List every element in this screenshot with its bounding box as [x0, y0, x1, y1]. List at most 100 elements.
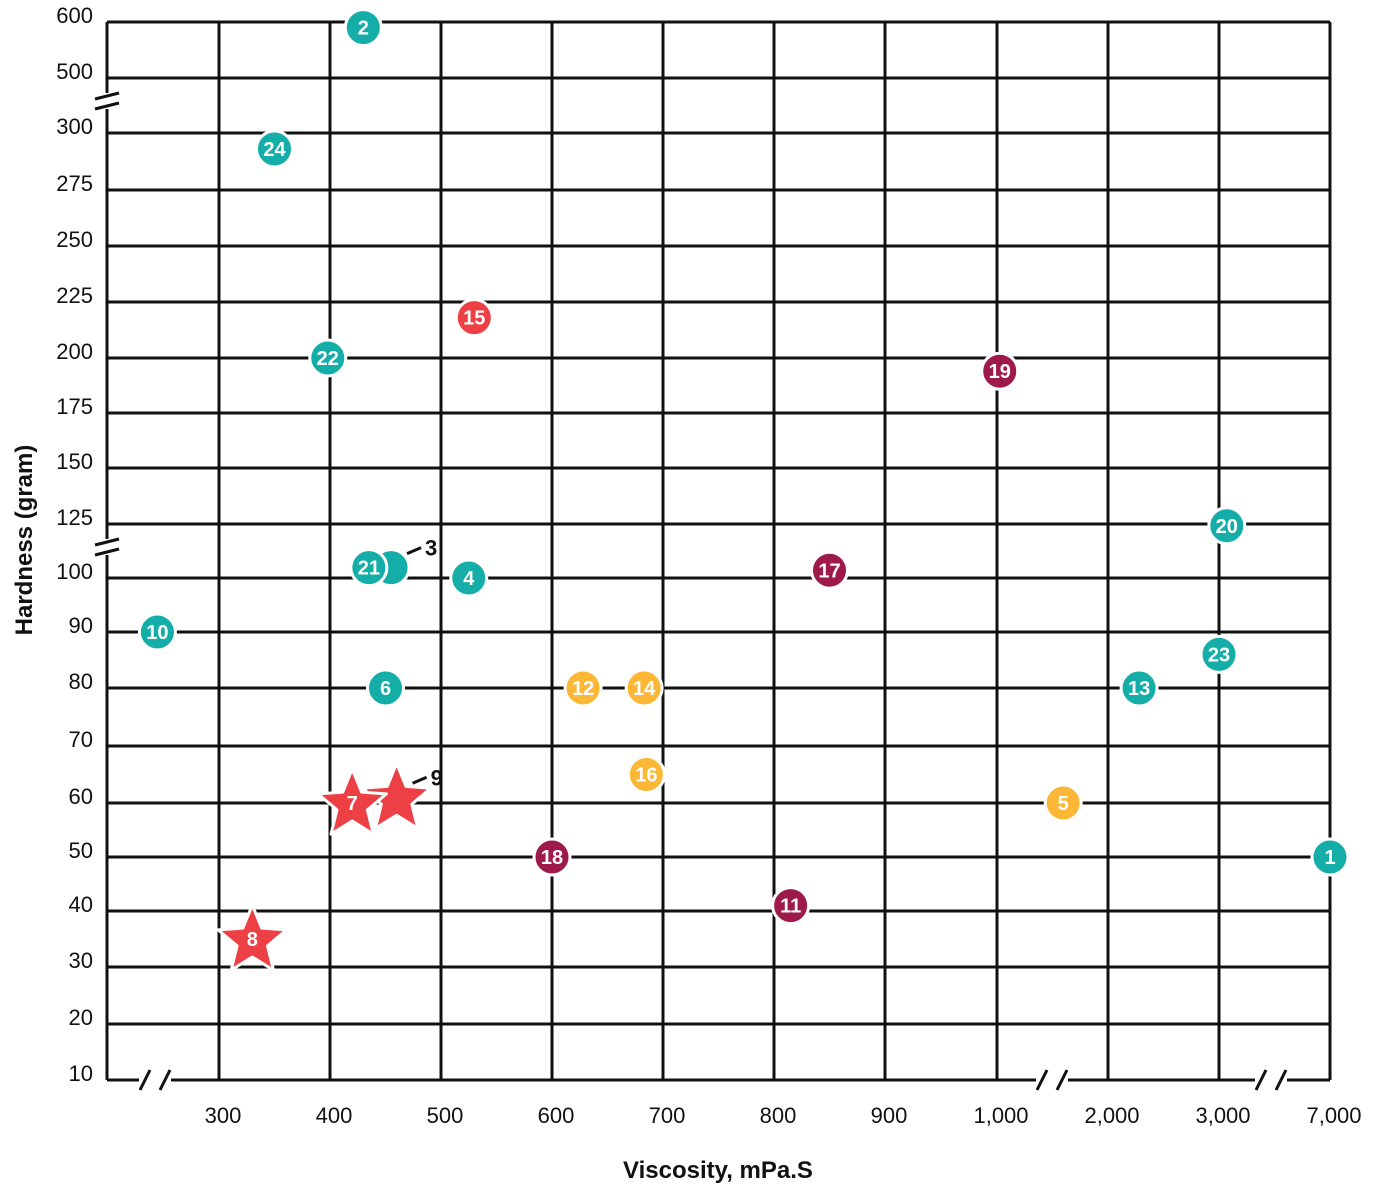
point-label: 7 [347, 793, 358, 815]
y-tick-label: 225 [56, 283, 93, 308]
point-label: 19 [989, 361, 1011, 383]
point-label: 2 [358, 18, 369, 40]
y-tick-label: 150 [56, 449, 93, 474]
point-label: 11 [780, 896, 801, 918]
circle-marker [1207, 506, 1247, 546]
data-point-14: 14 [624, 668, 664, 708]
point-label: 10 [146, 622, 168, 644]
y-tick-label: 600 [56, 3, 93, 28]
circle-marker [449, 558, 489, 598]
x-tick-label: 900 [871, 1103, 908, 1128]
y-tick-label: 100 [56, 559, 93, 584]
y-axis-title: Hardness (gram) [11, 445, 38, 636]
point-label: 21 [358, 558, 380, 580]
data-point-24: 24 [255, 129, 294, 169]
circle-marker [308, 338, 348, 378]
data-point-1: 1 [1310, 837, 1350, 877]
circle-marker [624, 668, 664, 708]
point-label: 6 [380, 678, 391, 700]
circle-marker [626, 755, 666, 794]
circle-marker [563, 668, 603, 708]
data-point-6: 6 [366, 668, 405, 708]
point-label: 20 [1216, 516, 1238, 538]
y-axis-break [94, 537, 120, 557]
y-tick-label: 90 [69, 613, 93, 638]
x-tick-label: 2,000 [1084, 1103, 1139, 1128]
data-point-10: 10 [137, 612, 177, 652]
y-tick-label: 500 [56, 59, 93, 84]
data-point-16: 16 [626, 755, 666, 794]
y-tick-label: 125 [56, 505, 93, 530]
point-label: 23 [1208, 644, 1230, 666]
star-marker [216, 903, 288, 972]
star-marker [316, 767, 388, 836]
data-point-19: 19 [980, 351, 1020, 391]
y-axis-break [94, 91, 120, 111]
y-tick-label: 300 [56, 114, 93, 139]
circle-marker [810, 550, 849, 590]
x-tick-label: 600 [538, 1103, 575, 1128]
point-label: 1 [1324, 847, 1335, 869]
y-tick-label: 50 [69, 838, 93, 863]
y-tick-label: 70 [69, 727, 93, 752]
x-axis-break [1035, 1069, 1069, 1091]
circle-marker [137, 612, 177, 652]
data-point-21: 21 [349, 548, 389, 588]
point-label: 16 [635, 765, 657, 787]
data-point-11: 11 [771, 886, 811, 926]
circle-marker [1119, 668, 1159, 708]
point-label: 17 [818, 560, 840, 582]
point-label: 18 [541, 847, 563, 869]
data-point-2: 2 [343, 8, 383, 48]
point-label: 24 [263, 139, 286, 161]
circle-marker [255, 129, 294, 169]
data-point-23: 23 [1199, 634, 1239, 674]
y-tick-label: 10 [69, 1061, 93, 1086]
circle-marker [1043, 783, 1083, 823]
x-tick-label: 3,000 [1195, 1103, 1250, 1128]
circle-marker [980, 351, 1020, 391]
data-point-9: 9 [360, 761, 443, 830]
point-label: 4 [463, 568, 475, 590]
tick-labels: 300 400 500 600 700 800 900 1,000 2,000 3,000 7,00… [56, 3, 1361, 1128]
y-tick-label: 275 [56, 171, 93, 196]
data-point-20: 20 [1207, 506, 1247, 546]
x-tick-label: 500 [427, 1103, 464, 1128]
x-tick-label: 800 [760, 1103, 797, 1128]
circle-marker [1310, 837, 1350, 877]
point-label: 5 [1058, 793, 1069, 815]
data-point-12: 12 [563, 668, 603, 708]
x-axis-break [138, 1069, 172, 1091]
point-label: 9 [431, 765, 443, 790]
data-point-15: 15 [454, 298, 494, 338]
circle-marker [532, 837, 572, 877]
circle-marker [366, 668, 405, 708]
point-label: 13 [1128, 678, 1150, 700]
data-point-8: 8 [216, 903, 288, 972]
data-point-17: 17 [810, 550, 849, 590]
y-tick-label: 40 [69, 892, 93, 917]
grid [94, 20, 1332, 1091]
x-tick-label: 700 [649, 1103, 686, 1128]
point-label: 15 [463, 308, 485, 330]
point-label: 22 [317, 348, 339, 370]
x-tick-label: 1,000 [973, 1103, 1028, 1128]
data-point-4: 4 [449, 558, 489, 598]
x-tick-label: 300 [205, 1103, 242, 1128]
circle-marker [1199, 634, 1239, 674]
y-tick-label: 250 [56, 227, 93, 252]
x-tick-label: 400 [316, 1103, 353, 1128]
circle-marker [343, 8, 383, 48]
point-label: 8 [247, 929, 258, 951]
y-tick-label: 30 [69, 948, 93, 973]
data-point-13: 13 [1119, 668, 1159, 708]
x-axis-title: Viscosity, mPa.S [623, 1157, 813, 1184]
data-point-18: 18 [532, 837, 572, 877]
point-label: 3 [425, 536, 437, 561]
y-tick-label: 60 [69, 784, 93, 809]
y-tick-label: 200 [56, 339, 93, 364]
data-point-7: 7 [316, 767, 388, 836]
x-tick-label: 7,000 [1306, 1103, 1361, 1128]
